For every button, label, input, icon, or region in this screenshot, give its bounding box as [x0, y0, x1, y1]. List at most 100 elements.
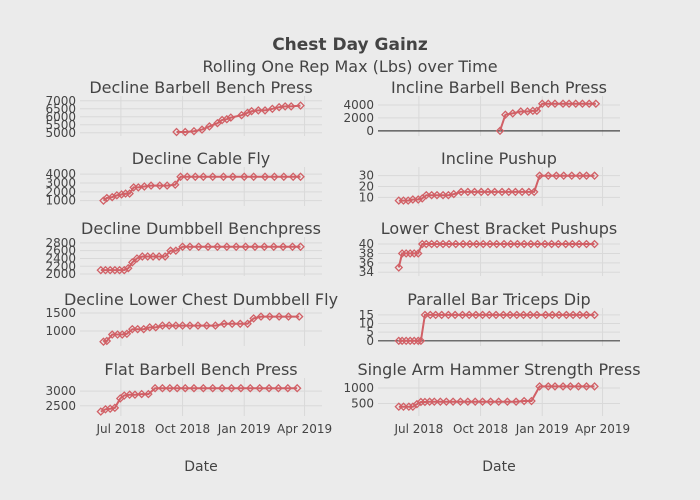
- data-point[interactable]: [178, 321, 187, 330]
- data-point[interactable]: [144, 389, 153, 399]
- data-point[interactable]: [127, 258, 137, 267]
- data-point[interactable]: [485, 239, 495, 249]
- data-point[interactable]: [202, 321, 212, 330]
- data-point[interactable]: [158, 321, 167, 330]
- data-point[interactable]: [497, 187, 507, 197]
- data-point[interactable]: [164, 321, 174, 330]
- data-point[interactable]: [99, 337, 108, 347]
- data-point[interactable]: [239, 172, 249, 182]
- data-point[interactable]: [458, 310, 467, 320]
- data-point[interactable]: [516, 107, 526, 116]
- data-point[interactable]: [465, 239, 475, 249]
- data-point[interactable]: [547, 239, 556, 249]
- data-point[interactable]: [590, 171, 599, 180]
- data-point[interactable]: [550, 382, 560, 391]
- data-point[interactable]: [268, 104, 277, 114]
- data-point[interactable]: [519, 310, 528, 320]
- data-point[interactable]: [296, 172, 305, 182]
- data-point[interactable]: [211, 321, 220, 330]
- data-point[interactable]: [193, 321, 203, 330]
- data-point[interactable]: [137, 389, 146, 399]
- data-point[interactable]: [450, 310, 460, 320]
- data-point[interactable]: [464, 310, 474, 320]
- data-point[interactable]: [269, 242, 279, 252]
- data-point[interactable]: [125, 189, 134, 198]
- data-point[interactable]: [189, 383, 199, 393]
- data-point[interactable]: [203, 242, 213, 252]
- data-point[interactable]: [283, 383, 293, 393]
- data-point[interactable]: [491, 310, 501, 320]
- data-point[interactable]: [155, 181, 165, 190]
- data-point[interactable]: [501, 110, 510, 120]
- data-point[interactable]: [296, 101, 305, 110]
- data-point[interactable]: [213, 242, 222, 252]
- data-point[interactable]: [561, 239, 571, 249]
- data-point[interactable]: [170, 180, 180, 190]
- data-point[interactable]: [431, 310, 440, 320]
- data-point[interactable]: [151, 323, 161, 332]
- data-point[interactable]: [150, 383, 160, 393]
- data-point[interactable]: [558, 99, 568, 109]
- data-point[interactable]: [140, 182, 149, 191]
- data-point[interactable]: [413, 195, 423, 204]
- data-point[interactable]: [456, 397, 465, 406]
- data-point[interactable]: [566, 382, 575, 391]
- data-point[interactable]: [139, 324, 149, 334]
- data-point[interactable]: [280, 102, 290, 111]
- data-point[interactable]: [571, 99, 581, 109]
- data-point[interactable]: [511, 397, 521, 406]
- data-point[interactable]: [182, 172, 192, 182]
- data-point[interactable]: [547, 310, 557, 320]
- data-point[interactable]: [499, 239, 509, 249]
- data-point[interactable]: [582, 171, 591, 180]
- data-point[interactable]: [444, 310, 453, 320]
- data-point[interactable]: [568, 310, 578, 320]
- data-point[interactable]: [442, 397, 451, 406]
- data-point[interactable]: [185, 321, 195, 330]
- data-point[interactable]: [180, 383, 190, 393]
- data-point[interactable]: [575, 310, 585, 320]
- data-point[interactable]: [278, 242, 288, 252]
- data-point[interactable]: [444, 239, 454, 249]
- data-point[interactable]: [436, 397, 445, 406]
- data-point[interactable]: [110, 403, 120, 413]
- data-point[interactable]: [178, 242, 187, 252]
- data-point[interactable]: [123, 263, 133, 273]
- data-point[interactable]: [541, 310, 550, 320]
- data-point[interactable]: [236, 383, 246, 393]
- data-point[interactable]: [532, 106, 542, 116]
- data-point[interactable]: [172, 383, 182, 393]
- data-point[interactable]: [478, 310, 487, 320]
- data-point[interactable]: [208, 383, 218, 393]
- data-point[interactable]: [511, 187, 520, 197]
- data-point[interactable]: [288, 172, 298, 182]
- data-point[interactable]: [247, 106, 256, 116]
- data-point[interactable]: [260, 106, 270, 115]
- data-point[interactable]: [558, 382, 568, 391]
- data-point[interactable]: [519, 396, 529, 406]
- data-point[interactable]: [270, 172, 279, 182]
- data-point[interactable]: [171, 246, 181, 255]
- data-point[interactable]: [463, 397, 473, 406]
- data-point[interactable]: [438, 239, 448, 249]
- data-point[interactable]: [505, 310, 515, 320]
- data-point[interactable]: [260, 242, 269, 252]
- data-point[interactable]: [130, 390, 140, 399]
- data-point[interactable]: [279, 172, 289, 182]
- data-point[interactable]: [432, 190, 442, 200]
- data-point[interactable]: [296, 242, 305, 252]
- data-point[interactable]: [554, 310, 564, 320]
- data-point[interactable]: [470, 397, 480, 406]
- data-point[interactable]: [394, 336, 404, 346]
- data-point[interactable]: [286, 102, 296, 111]
- data-point[interactable]: [559, 171, 569, 180]
- data-point[interactable]: [484, 310, 494, 320]
- data-point[interactable]: [245, 383, 255, 393]
- data-point[interactable]: [476, 187, 486, 197]
- data-point[interactable]: [243, 319, 252, 329]
- data-point[interactable]: [213, 118, 222, 128]
- data-point[interactable]: [590, 310, 599, 320]
- data-point[interactable]: [413, 249, 423, 258]
- data-point[interactable]: [133, 324, 142, 334]
- data-point[interactable]: [495, 126, 505, 136]
